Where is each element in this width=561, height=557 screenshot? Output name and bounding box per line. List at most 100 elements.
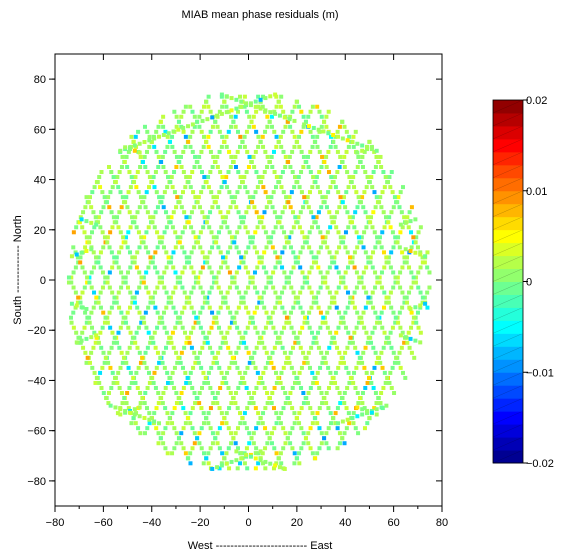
residual-point (293, 300, 298, 305)
residual-point (413, 250, 418, 255)
residual-point (395, 200, 400, 205)
residual-point (350, 300, 355, 305)
residual-point (315, 411, 320, 416)
residual-point (281, 109, 286, 114)
residual-point (83, 245, 88, 250)
residual-point (196, 280, 201, 285)
residual-point (225, 330, 230, 335)
residual-point (137, 141, 142, 146)
residual-point (320, 195, 325, 200)
residual-point (165, 144, 170, 149)
residual-point (199, 190, 204, 195)
residual-point (209, 190, 214, 195)
residual-point (295, 139, 300, 144)
residual-point (381, 345, 386, 350)
residual-point (262, 345, 267, 350)
residual-point (80, 290, 85, 295)
chart-title: MIAB mean phase residuals (m) (181, 9, 338, 21)
residual-point (96, 255, 101, 260)
residual-point (114, 295, 119, 300)
residual-point (350, 255, 355, 260)
residual-point (273, 330, 278, 335)
residual-point (333, 185, 338, 190)
residual-point (369, 340, 374, 345)
residual-point (287, 235, 292, 240)
residual-point (366, 295, 371, 300)
residual-point (306, 431, 311, 436)
residual-point (306, 350, 311, 355)
residual-point (219, 411, 224, 416)
residual-point (332, 215, 337, 220)
residual-point (134, 290, 139, 295)
residual-point (343, 310, 348, 315)
residual-point (301, 165, 306, 169)
colorbar-tick-label: 0 (526, 277, 532, 289)
residual-point (294, 416, 299, 421)
residual-point (239, 335, 244, 340)
residual-point (254, 129, 259, 134)
residual-point (238, 175, 243, 180)
residual-point (149, 375, 154, 380)
residual-point (186, 220, 191, 225)
residual-point (98, 185, 103, 190)
residual-point (315, 104, 320, 109)
residual-point (114, 255, 119, 260)
residual-point (222, 139, 227, 144)
residual-point (364, 370, 369, 375)
colorbar-hatch (492, 307, 524, 321)
y-tick-label: −60 (27, 426, 46, 438)
residual-point (220, 175, 225, 180)
residual-point (259, 300, 264, 305)
residual-point (363, 305, 368, 310)
residual-point (256, 144, 261, 149)
residual-point (373, 270, 378, 275)
residual-point (293, 340, 298, 345)
residual-point (239, 104, 244, 109)
residual-point (413, 338, 418, 343)
residual-point (310, 370, 315, 375)
residual-point (144, 406, 149, 411)
residual-point (197, 124, 202, 129)
residual-point (372, 325, 377, 330)
residual-point (373, 245, 378, 250)
residual-point (228, 245, 233, 250)
residual-point (172, 149, 177, 154)
residual-point (181, 170, 186, 175)
residual-point (118, 407, 123, 412)
residual-point (319, 441, 324, 446)
residual-point (152, 144, 157, 149)
residual-point (337, 245, 342, 250)
residual-point (247, 154, 252, 159)
residual-point (261, 411, 266, 416)
residual-point (85, 280, 90, 285)
residual-point (166, 260, 171, 265)
residual-point (80, 265, 85, 270)
residual-point (255, 225, 260, 230)
residual-point (294, 99, 299, 104)
residual-point (166, 255, 171, 260)
residual-point (225, 225, 230, 230)
residual-point (145, 426, 150, 431)
residual-point (119, 285, 124, 290)
residual-point (282, 325, 287, 330)
residual-point (365, 215, 370, 220)
residual-point (282, 310, 287, 315)
residual-point (253, 406, 258, 411)
residual-point (280, 210, 285, 215)
residual-point (107, 285, 112, 290)
residual-point (409, 245, 414, 250)
residual-point (301, 391, 306, 395)
residual-point (202, 421, 207, 426)
residual-point (292, 144, 297, 149)
residual-point (222, 180, 227, 185)
residual-point (341, 275, 346, 280)
residual-point (200, 265, 205, 270)
residual-point (292, 370, 297, 375)
residual-point (142, 154, 147, 159)
residual-point (322, 436, 327, 441)
residual-point (321, 315, 326, 320)
residual-point (101, 350, 106, 355)
residual-point (145, 345, 150, 350)
residual-point (368, 260, 373, 265)
residual-point (363, 345, 368, 350)
